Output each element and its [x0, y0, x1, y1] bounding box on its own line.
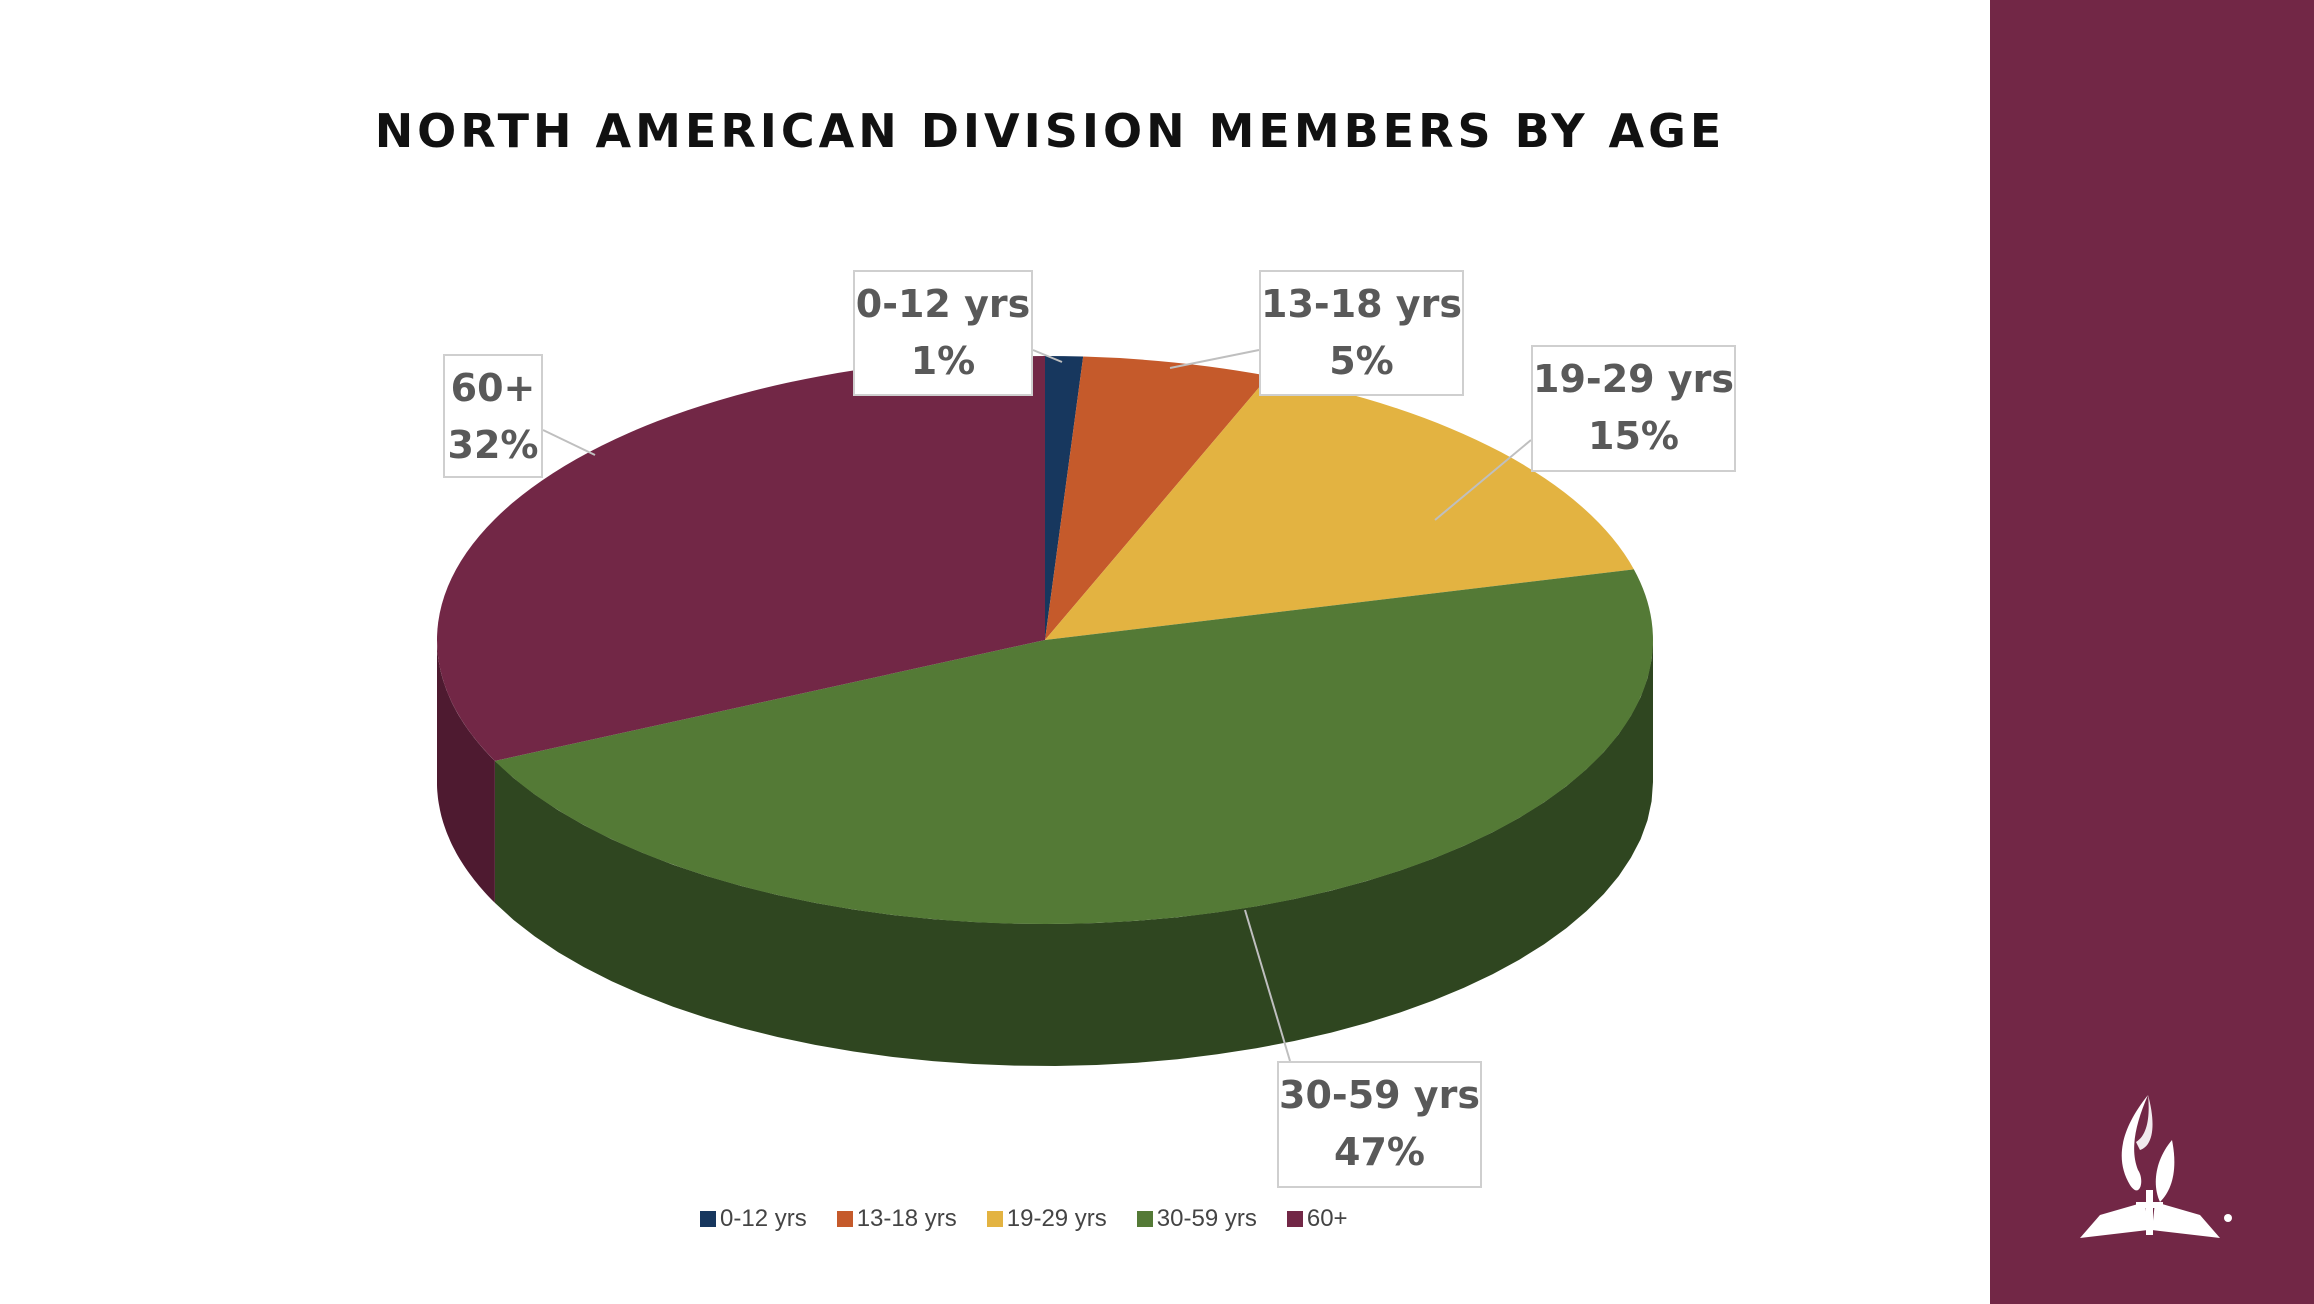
label-category: 19-29 yrs [1533, 357, 1734, 401]
church-logo-icon [2080, 1095, 2232, 1238]
label-value: 1% [910, 339, 976, 383]
pie-side-30-59-yrs [494, 640, 1653, 1066]
data-label-0-12: 0-12 yrs 1% [853, 270, 1033, 396]
pie-slice-19-29-yrs [1045, 375, 1634, 640]
legend-item: 0-12 yrs [700, 1205, 807, 1233]
label-value: 15% [1588, 414, 1679, 458]
legend-swatch [1136, 1211, 1153, 1227]
legend-item: 13-18 yrs [836, 1205, 957, 1233]
pie-slice-30-59-yrs [494, 569, 1653, 924]
leader-line [1434, 439, 1532, 521]
pie-slice-60 [436, 356, 1045, 761]
side-panel [1990, 0, 2314, 1304]
pie-side-60 [437, 640, 495, 903]
data-label-30-59: 30-59 yrs 47% [1277, 1061, 1482, 1188]
legend-label: 0-12 yrs [720, 1205, 807, 1232]
legend-label: 13-18 yrs [856, 1205, 957, 1232]
legend-label: 19-29 yrs [1006, 1205, 1107, 1232]
label-value: 47% [1334, 1130, 1425, 1174]
legend-label: 30-59 yrs [1156, 1205, 1257, 1232]
legend-swatch [836, 1211, 853, 1227]
legend-item: 60+ [1286, 1205, 1348, 1233]
leader-line [542, 429, 596, 456]
legend-label: 60+ [1306, 1205, 1348, 1232]
legend-swatch [1286, 1211, 1303, 1227]
pie-slice-13-18-yrs [1045, 356, 1269, 640]
data-label-13-18: 13-18 yrs 5% [1259, 270, 1464, 396]
data-label-19-29: 19-29 yrs 15% [1531, 345, 1736, 472]
leader-line [1032, 349, 1063, 363]
legend: 0-12 yrs 13-18 yrs 19-29 yrs 30-59 yrs 6… [700, 1205, 1348, 1233]
legend-swatch [700, 1211, 716, 1227]
label-category: 0-12 yrs [855, 282, 1031, 326]
label-category: 60+ [450, 366, 536, 410]
legend-swatch [986, 1211, 1003, 1227]
chart-title: NORTH AMERICAN DIVISION MEMBERS BY AGE [374, 104, 1726, 158]
leader-line [1244, 909, 1291, 1062]
leader-line [1169, 349, 1260, 369]
label-value: 32% [447, 423, 539, 467]
data-label-60-plus: 60+ 32% [443, 354, 543, 478]
label-value: 5% [1329, 339, 1394, 383]
label-category: 30-59 yrs [1279, 1073, 1480, 1117]
legend-item: 30-59 yrs [1136, 1205, 1257, 1233]
legend-item: 19-29 yrs [986, 1205, 1107, 1233]
label-category: 13-18 yrs [1261, 282, 1462, 326]
pie-slice-0-12-yrs [1045, 356, 1084, 640]
